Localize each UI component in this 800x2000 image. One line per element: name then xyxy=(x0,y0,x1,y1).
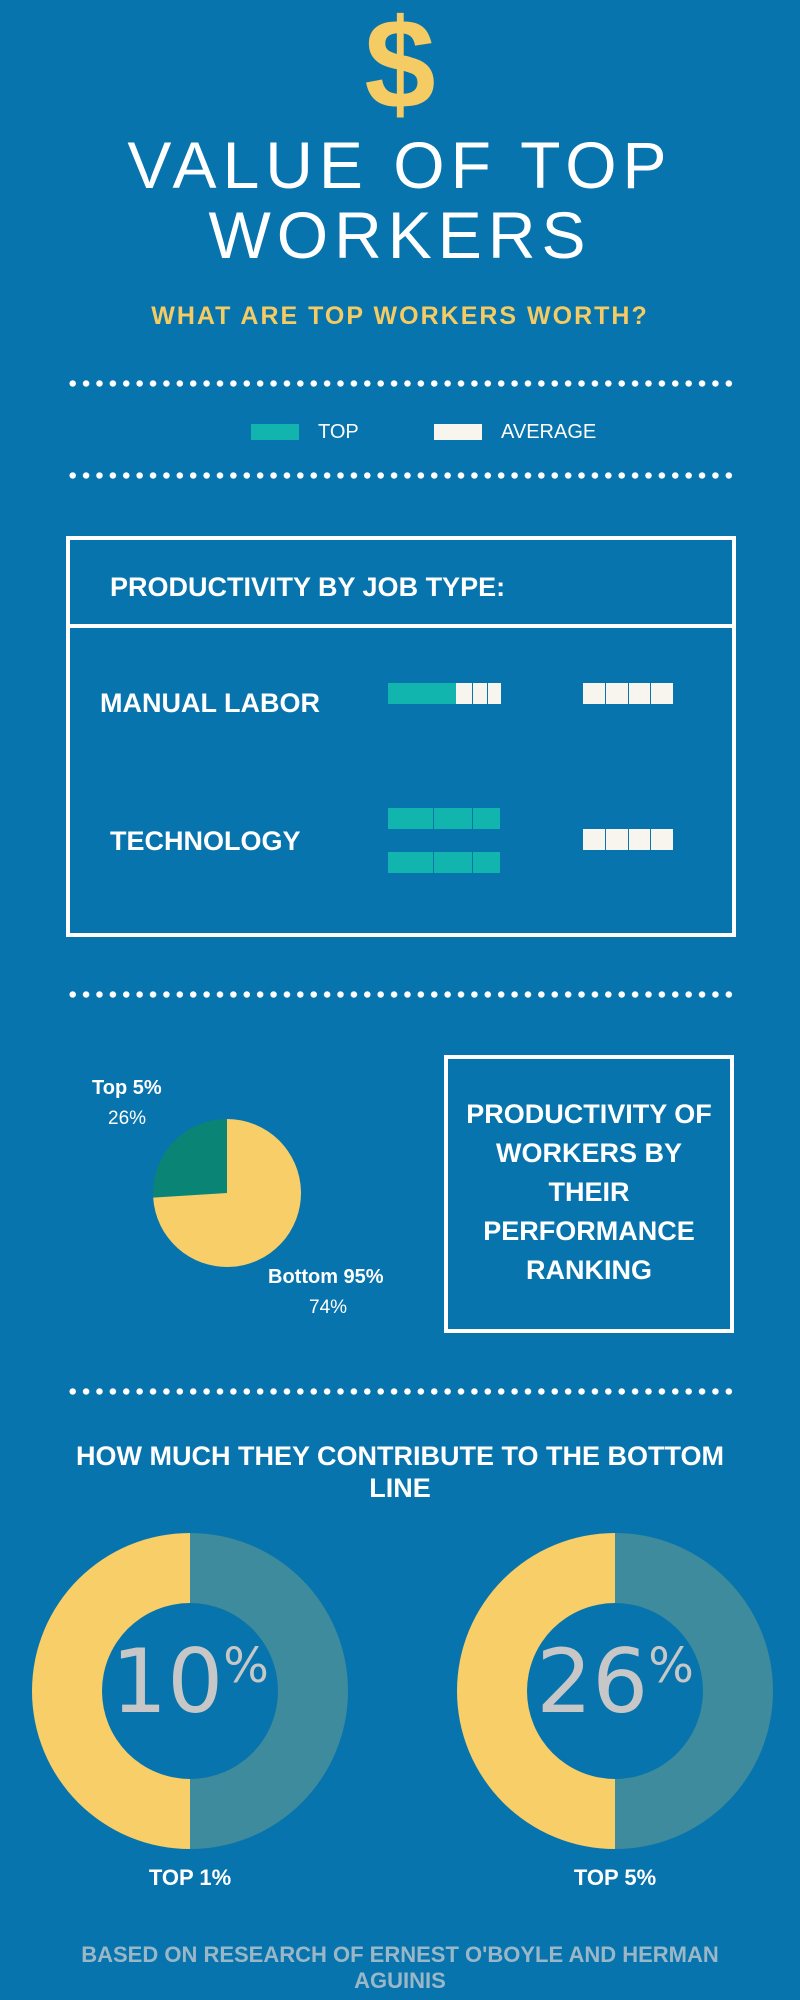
legend-average-swatch xyxy=(434,424,482,440)
donut-1-number: 10 xyxy=(111,1630,224,1733)
ranking-line-3: THEIR xyxy=(548,1177,630,1207)
manual-top-remainder xyxy=(456,683,501,704)
ranking-line-2: WORKERS BY xyxy=(495,1138,682,1168)
ranking-box xyxy=(444,1055,734,1333)
pie-value-top: 26% xyxy=(108,1108,146,1129)
technology-top-bar-1 xyxy=(388,808,500,829)
dollar-icon: $ xyxy=(364,0,436,136)
bottom-line-heading: HOW MUCH THEY CONTRIBUTE TO THE BOTTOM L… xyxy=(0,1440,800,1504)
donut-top-1 xyxy=(32,1533,348,1849)
legend-top-swatch xyxy=(251,424,299,440)
footer-line-1: BASED ON RESEARCH OF ERNEST O'BOYLE AND … xyxy=(81,1942,719,1967)
manual-average-bar xyxy=(583,683,673,704)
technology-average-bar xyxy=(583,829,673,850)
page-title-line2: WORKERS xyxy=(208,198,592,272)
pie-slice-top-5 xyxy=(153,1119,227,1198)
pie-label-bottom: Bottom 95% xyxy=(268,1266,384,1288)
ranking-line-1: PRODUCTIVITY OF xyxy=(466,1099,712,1129)
donut-top-5-label: TOP 5% xyxy=(573,1865,657,1890)
ranking-pie-chart: Top 5% 26% Bottom 95% 74% xyxy=(92,1077,384,1318)
donut-2-percent: % xyxy=(648,1638,694,1694)
manual-top-fill xyxy=(388,683,456,704)
technology-top-bar-2 xyxy=(388,852,500,873)
divider xyxy=(66,1388,736,1395)
ranking-line-5: RANKING xyxy=(526,1255,652,1285)
divider xyxy=(66,991,736,998)
manual-top-bar xyxy=(388,683,501,704)
page-subtitle: WHAT ARE TOP WORKERS WORTH? xyxy=(151,302,649,330)
donut-1-percent: % xyxy=(223,1638,269,1694)
legend-top-label: TOP xyxy=(318,421,359,443)
legend: TOP AVERAGE xyxy=(0,420,800,450)
pie-slice-bottom-95 xyxy=(153,1119,302,1267)
page-title-line1: VALUE OF TOP xyxy=(127,128,673,202)
ranking-line-4: PERFORMANCE xyxy=(483,1216,695,1246)
page-title: VALUE OF TOP WORKERS xyxy=(0,130,800,270)
bottom-line-heading-1: HOW MUCH THEY CONTRIBUTE TO THE BOTTOM xyxy=(76,1441,724,1471)
job-label-manual: MANUAL LABOR xyxy=(100,688,320,718)
footer-line-2: AGUINIS xyxy=(354,1968,446,1993)
donut-top-1-value: 10% xyxy=(30,1630,350,1733)
legend-average-label: AVERAGE xyxy=(501,421,597,443)
job-type-heading: PRODUCTIVITY BY JOB TYPE: xyxy=(110,572,506,602)
donut-top-1-label: TOP 1% xyxy=(148,1865,232,1890)
donut-2-number: 26 xyxy=(536,1630,649,1733)
job-label-technology: TECHNOLOGY xyxy=(110,826,301,856)
pie-label-top: Top 5% xyxy=(92,1077,162,1099)
donut-top-5 xyxy=(457,1533,773,1849)
pie-value-bottom: 74% xyxy=(309,1297,347,1318)
divider xyxy=(66,472,736,479)
divider xyxy=(66,380,736,387)
donut-top-5-value: 26% xyxy=(455,1630,775,1733)
footer-credit: BASED ON RESEARCH OF ERNEST O'BOYLE AND … xyxy=(0,1942,800,1994)
bottom-line-heading-2: LINE xyxy=(369,1473,431,1503)
job-type-body-box xyxy=(66,624,736,937)
ranking-box-text: PRODUCTIVITY OF WORKERS BY THEIR PERFORM… xyxy=(444,1095,734,1290)
